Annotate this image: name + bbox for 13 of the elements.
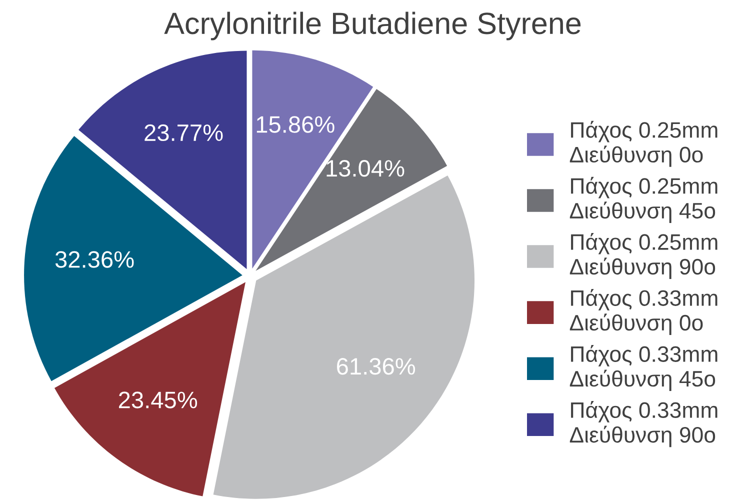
data-label: 15.86% — [256, 116, 334, 133]
legend-label: Πάχος 0.33mm Διεύθυνση 45o — [570, 345, 718, 392]
data-label: 13.04% — [326, 160, 404, 177]
legend-label: Πάχος 0.33mm Διεύθυνση 90o — [570, 401, 718, 448]
legend-label: Πάχος 0.33mm Διεύθυνση 0o — [570, 288, 718, 336]
legend-label: Πάχος 0.25mm Διεύθυνση 45o — [570, 176, 718, 223]
data-label: 61.36% — [337, 358, 416, 375]
data-label: 32.36% — [55, 251, 134, 268]
data-label: 23.45% — [119, 392, 198, 408]
legend-label: Πάχος 0.25mm Διεύθυνση 90o — [570, 232, 718, 279]
chart-title: Acrylonitrile Butadiene Styrene — [164, 12, 581, 40]
legend-label: Πάχος 0.25mm Διεύθυνση 0o — [570, 120, 718, 167]
data-label: 23.77% — [144, 124, 223, 142]
